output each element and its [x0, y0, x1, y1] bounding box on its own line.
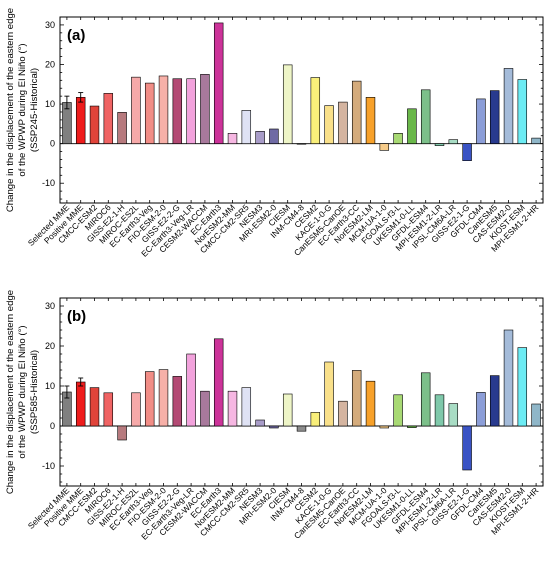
y-tick-label: 20 [45, 59, 55, 69]
bar-KACE-1-0-G [324, 361, 334, 427]
bar-UKESM1-0-LL [407, 108, 417, 144]
bar-INM-CM4-8 [296, 425, 307, 432]
bar-CIESM [282, 64, 293, 144]
bar-IPSL-CM6A-LR [448, 403, 459, 427]
bar-NorESM2-MM [227, 133, 238, 144]
bar-KIOST-ESM [517, 347, 528, 427]
bar-CESM2 [310, 412, 321, 427]
y-tick-label: -10 [42, 461, 55, 471]
bar-CanESM5 [489, 90, 500, 144]
y-axis-label: of the WPWP during El Niño (°) [17, 325, 28, 458]
bar-FGOALS-f3-L [393, 133, 403, 144]
bar-GFDL-ESM4 [420, 372, 431, 427]
bar-NESM3 [255, 131, 265, 144]
bar-GISS-E2-1-H [117, 112, 127, 144]
y-tick-label: 10 [45, 99, 55, 109]
bar-MCM-UA-1-0 [379, 143, 390, 151]
bar-EC-Earth3 [213, 338, 224, 427]
bar-GFDL-CM4 [476, 98, 486, 144]
bar-FIO-ESM-2-0 [158, 75, 169, 144]
bar-MRI-ESM2-0 [269, 128, 279, 144]
bar-GISS-E2-2-G [172, 78, 183, 144]
bar-EC-Earth3-CC [351, 370, 362, 427]
bar-CAS-ESM2-0 [503, 68, 514, 144]
bar-NorESM2-LM [365, 380, 376, 427]
bar-MPI-ESM1-2-LR [434, 394, 445, 427]
bar-GFDL-ESM4 [420, 89, 431, 144]
bar-NESM3 [255, 419, 265, 427]
panel-label: (b) [67, 308, 86, 325]
bar-Positive MME [75, 381, 86, 427]
panel-label: (a) [67, 27, 85, 44]
bar-EC-Earth3 [213, 22, 224, 144]
bar-CanESM5 [489, 375, 500, 427]
bar-CMCC-CM2-SR5 [241, 387, 252, 427]
bar-CanESM5-CanOE [338, 101, 348, 144]
bar-GISS-E2-1-H [117, 425, 127, 441]
bar-MCM-UA-1-0 [379, 425, 390, 429]
y-tick-label: 0 [50, 139, 55, 149]
bar-GISS-E2-1-G [462, 143, 472, 161]
bar-MPI-ESM1-2-LR [434, 143, 445, 146]
bar-CMCC-ESM2 [89, 387, 100, 427]
y-tick-label: 0 [50, 421, 55, 431]
bar-IPSL-CM6A-LR [448, 139, 459, 144]
bar-KIOST-ESM [517, 79, 528, 144]
bar-INM-CM4-8 [296, 143, 307, 145]
bar-CAS-ESM2-0 [503, 329, 514, 427]
bar-MIROC6 [103, 392, 114, 427]
bar-FGOALS-f3-L [393, 394, 403, 427]
bar-NorESM2-LM [365, 97, 376, 144]
bar-EC-Earth3-Veg-LR [186, 78, 196, 144]
bar-CESM2-WACCM [200, 390, 210, 427]
y-axis-label: (SSP245-Historical) [29, 68, 40, 152]
y-axis-label: (SSP585-Historical) [29, 350, 40, 434]
bar-CESM2-WACCM [200, 74, 210, 144]
y-axis-label: of the WPWP during El Niño (°) [17, 43, 28, 176]
bar-FIO-ESM-2-0 [158, 369, 169, 427]
bar-GISS-E2-2-G [172, 376, 183, 427]
bar-NorESM2-MM [227, 390, 238, 427]
bar-MPI-ESM1-2-HR [531, 403, 541, 427]
y-tick-label: 30 [45, 20, 55, 30]
bar-GFDL-CM4 [476, 392, 486, 427]
bar-MPI-ESM1-2-HR [531, 137, 541, 144]
y-axis-label: Change in the displacement of the easter… [5, 290, 16, 494]
y-tick-label: -10 [42, 178, 55, 188]
bar-MRI-ESM2-0 [269, 425, 279, 429]
bar-GISS-E2-1-G [462, 425, 472, 471]
bar-CIESM [282, 393, 293, 427]
bar-EC-Earth3-CC [351, 80, 362, 144]
bar-CMCC-CM2-SR5 [241, 110, 252, 144]
bar-Positive MME [75, 97, 86, 144]
bar-CESM2 [310, 77, 321, 144]
y-axis-label: Change in the displacement of the easter… [5, 8, 16, 212]
bar-EC-Earth3-Veg-LR [186, 353, 196, 427]
y-tick-label: 10 [45, 381, 55, 391]
bar-MIROC6 [103, 93, 114, 144]
bar-EC-Earth3-Veg [144, 371, 155, 427]
bar-CanESM5-CanOE [338, 400, 348, 427]
bar-MIROC-ES2L [131, 392, 141, 427]
bar-KACE-1-0-G [324, 105, 334, 144]
bar-EC-Earth3-Veg [144, 82, 155, 144]
bar-MIROC-ES2L [131, 76, 141, 144]
bar-CMCC-ESM2 [89, 105, 100, 144]
bar-UKESM1-0-LL [407, 425, 417, 428]
y-tick-label: 20 [45, 341, 55, 351]
y-tick-label: 30 [45, 301, 55, 311]
